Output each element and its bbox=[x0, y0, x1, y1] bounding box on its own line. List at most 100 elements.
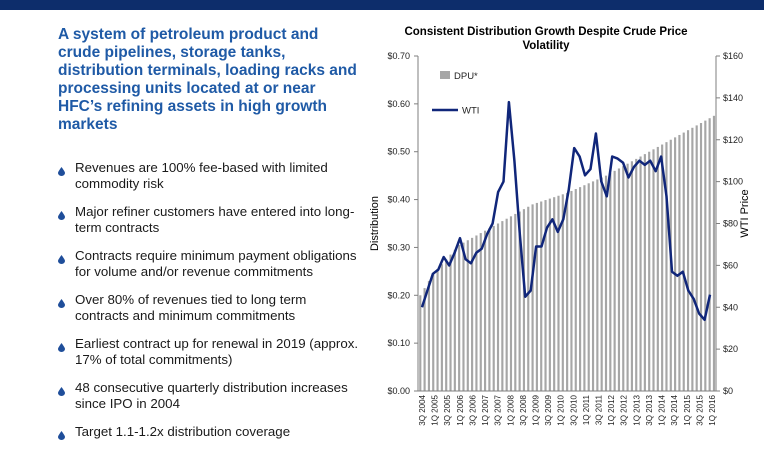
dpu-bar bbox=[492, 225, 495, 391]
dpu-bar bbox=[527, 206, 530, 391]
bullet-text: Contracts require minimum payment obliga… bbox=[75, 248, 357, 279]
bullet-item: Revenues are 100% fee-based with limited… bbox=[58, 160, 363, 192]
dpu-bar bbox=[496, 223, 500, 391]
droplet-icon bbox=[58, 252, 65, 264]
dpu-bar bbox=[505, 218, 508, 391]
x-tick-label: 3Q 2015 bbox=[695, 394, 704, 425]
y2-tick-label: $20 bbox=[723, 344, 738, 354]
dpu-bar bbox=[630, 161, 633, 391]
headline: A system of petroleum product and crude … bbox=[58, 26, 357, 133]
y2-tick-label: $160 bbox=[723, 51, 743, 61]
dpu-bar bbox=[574, 189, 577, 391]
dpu-bar bbox=[699, 123, 703, 391]
bullet-item: Contracts require minimum payment obliga… bbox=[58, 248, 363, 280]
dpu-bar bbox=[432, 273, 435, 391]
dpu-bar bbox=[613, 170, 616, 391]
y-tick-label: $0.40 bbox=[387, 195, 410, 205]
top-band bbox=[0, 0, 764, 10]
dpu-bar bbox=[488, 228, 491, 391]
y2-axis-title: WTI Price bbox=[739, 189, 751, 237]
dpu-bar bbox=[600, 177, 603, 391]
dpu-bar bbox=[665, 142, 668, 391]
x-tick-label: 1Q 2005 bbox=[431, 394, 440, 425]
x-tick-label: 1Q 2009 bbox=[531, 394, 540, 425]
y2-tick-label: $80 bbox=[723, 219, 738, 229]
legend-dpu-label: DPU* bbox=[454, 71, 478, 82]
wti-line bbox=[420, 100, 712, 322]
y-tick-label: $0.00 bbox=[387, 386, 410, 396]
x-tick-label: 1Q 2006 bbox=[456, 394, 465, 425]
chart-title-line-1: Consistent Distribution Growth Despite C… bbox=[404, 26, 687, 38]
x-tick-label: 1Q 2010 bbox=[557, 394, 566, 425]
dpu-bar bbox=[445, 259, 448, 391]
y-tick-label: $0.70 bbox=[387, 51, 410, 61]
dpu-bar bbox=[553, 197, 556, 391]
dpu-bar bbox=[648, 151, 651, 391]
bullet-text: Earliest contract up for renewal in 2019… bbox=[75, 336, 359, 367]
dpu-bar bbox=[583, 185, 586, 391]
y2-tick-label: $120 bbox=[723, 135, 743, 145]
dpu-bar bbox=[544, 200, 547, 391]
droplet-icon bbox=[58, 340, 65, 352]
dpu-bar bbox=[522, 209, 526, 391]
dpu-bar bbox=[570, 190, 573, 391]
y-axis-title: Distribution bbox=[369, 196, 381, 251]
dpu-bar bbox=[458, 245, 461, 391]
x-tick-label: 3Q 2010 bbox=[569, 394, 578, 425]
dpu-bar bbox=[639, 156, 642, 391]
dpu-bar bbox=[557, 195, 560, 391]
bullet-item: Earliest contract up for renewal in 2019… bbox=[58, 336, 363, 368]
dpu-bar bbox=[691, 127, 694, 392]
axes: $0.00 $0.10 $0.20 $0.30 $0.40 $0.50 $0.60 $0.70… bbox=[369, 51, 751, 426]
y2-tick-label: $140 bbox=[723, 93, 743, 103]
dpu-bar bbox=[596, 179, 599, 391]
y-tick-label: $0.50 bbox=[387, 147, 410, 157]
bullet-text: 48 consecutive quarterly distribution in… bbox=[75, 380, 348, 411]
chart: Consistent Distribution Growth Despite C… bbox=[364, 14, 764, 432]
dpu-bar bbox=[436, 268, 439, 391]
dpu-bar bbox=[587, 183, 590, 391]
x-tick-label: 1Q 2011 bbox=[582, 394, 591, 425]
x-tick-label: 3Q 2013 bbox=[645, 394, 654, 425]
wti-series-line bbox=[420, 100, 712, 322]
text-panel: A system of petroleum product and crude … bbox=[58, 26, 363, 452]
dpu-bar bbox=[483, 230, 487, 391]
dpu-bar bbox=[678, 134, 681, 391]
dpu-bar bbox=[440, 264, 443, 391]
dpu-bar bbox=[471, 237, 474, 391]
dpu-bar bbox=[674, 137, 677, 391]
x-tick-label: 3Q 2014 bbox=[670, 394, 679, 425]
dpu-bar bbox=[652, 149, 655, 391]
droplet-icon bbox=[58, 208, 65, 220]
y2-tick-label: $0 bbox=[723, 386, 733, 396]
x-tick-label: 1Q 2015 bbox=[683, 394, 692, 425]
droplet-icon bbox=[58, 164, 65, 176]
dpu-bar bbox=[475, 235, 478, 391]
dpu-bar bbox=[423, 288, 426, 391]
x-tick-label: 3Q 2007 bbox=[494, 394, 503, 425]
dpu-bar bbox=[591, 181, 595, 391]
bullet-text: Revenues are 100% fee-based with limited… bbox=[75, 160, 328, 191]
dpu-bar bbox=[479, 233, 482, 391]
x-tick-label: 3Q 2012 bbox=[620, 394, 629, 425]
y2-tick-label: $40 bbox=[723, 302, 738, 312]
bullet-item: Target 1.1-1.2x distribution coverage bbox=[58, 424, 363, 440]
dpu-bar bbox=[540, 201, 543, 391]
dpu-bar bbox=[617, 168, 621, 391]
dpu-bar bbox=[704, 120, 707, 391]
dpu-bar bbox=[466, 240, 469, 391]
dpu-bar bbox=[566, 192, 569, 391]
dpu-bar bbox=[643, 154, 646, 391]
chart-svg: Consistent Distribution Growth Despite C… bbox=[369, 26, 751, 426]
dpu-bar bbox=[695, 125, 698, 392]
x-tick-label: 1Q 2013 bbox=[632, 394, 641, 425]
dpu-bar bbox=[427, 280, 431, 391]
dpu-bar bbox=[449, 254, 452, 391]
y2-tick-label: $100 bbox=[723, 177, 743, 187]
dpu-bar bbox=[561, 194, 564, 391]
bullet-list: Revenues are 100% fee-based with limited… bbox=[58, 160, 363, 440]
dpu-bar bbox=[609, 173, 612, 391]
dpu-bar bbox=[509, 216, 513, 391]
x-tick-label: 1Q 2016 bbox=[708, 394, 717, 425]
x-tick-label: 3Q 2011 bbox=[595, 394, 604, 425]
